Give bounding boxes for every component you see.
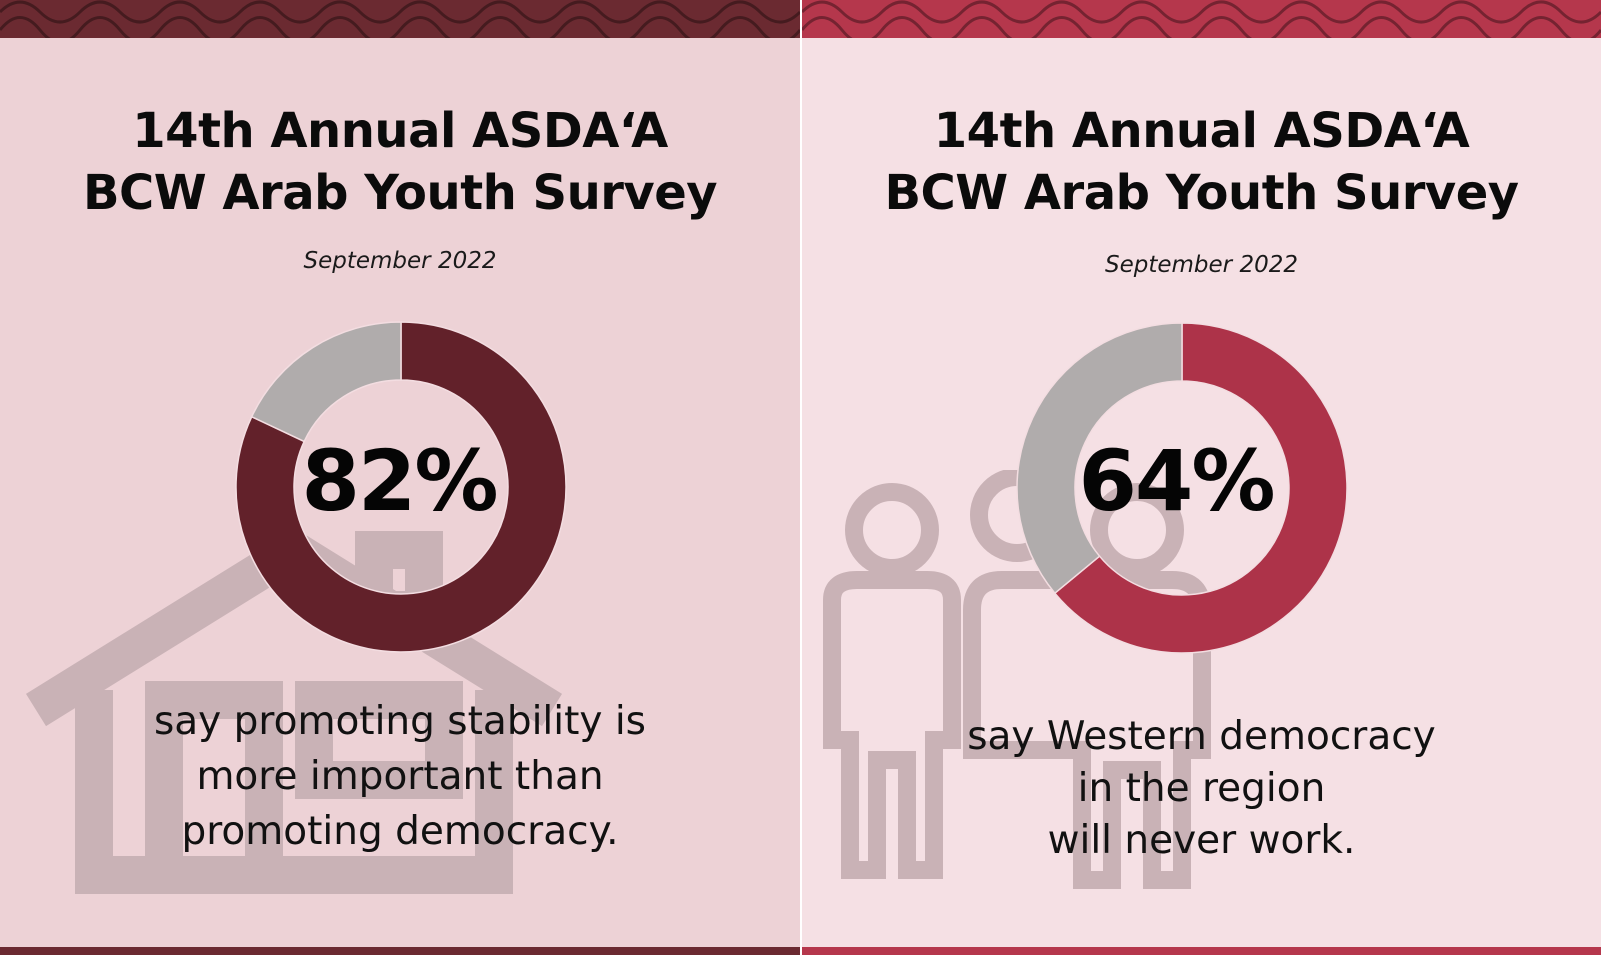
survey-title: 14th Annual ASDA‘A BCW Arab Youth Survey bbox=[82, 103, 718, 221]
caption-line: will never work. bbox=[1047, 818, 1356, 863]
survey-date: September 2022 bbox=[303, 248, 497, 274]
donut-segment-primary bbox=[235, 321, 567, 653]
percentage-value: 82% bbox=[301, 432, 498, 530]
caption-line: promoting democracy. bbox=[181, 809, 619, 854]
donut-segment-remainder bbox=[1016, 322, 1183, 595]
top-pattern-band bbox=[0, 0, 800, 38]
top-pattern-band bbox=[802, 0, 1601, 38]
donut-chart-stability bbox=[231, 317, 571, 657]
panel-democracy: 14th Annual ASDA‘A BCW Arab Youth Survey… bbox=[802, 0, 1601, 955]
bottom-pattern-band bbox=[802, 947, 1601, 955]
caption-line: more important than bbox=[196, 754, 604, 799]
caption-line: say Western democracy bbox=[967, 714, 1436, 759]
panel-stability: 14th Annual ASDA‘A BCW Arab Youth Survey… bbox=[0, 0, 800, 955]
caption-line: say promoting stability is bbox=[153, 699, 647, 744]
bottom-pattern-band bbox=[0, 947, 800, 955]
percentage-value: 64% bbox=[1078, 432, 1275, 530]
donut-segment-primary bbox=[1053, 322, 1348, 654]
stat-caption: say Western democracy in the region will… bbox=[802, 711, 1601, 867]
donut-segment-remainder bbox=[250, 321, 402, 443]
stat-caption: say promoting stability is more importan… bbox=[0, 694, 800, 859]
panel-divider bbox=[800, 0, 802, 955]
survey-date: September 2022 bbox=[1105, 252, 1298, 278]
donut-chart-democracy bbox=[1012, 318, 1352, 658]
caption-line: in the region bbox=[1077, 766, 1326, 811]
people-icon bbox=[823, 470, 1211, 889]
survey-title: 14th Annual ASDA‘A BCW Arab Youth Survey bbox=[884, 103, 1519, 221]
